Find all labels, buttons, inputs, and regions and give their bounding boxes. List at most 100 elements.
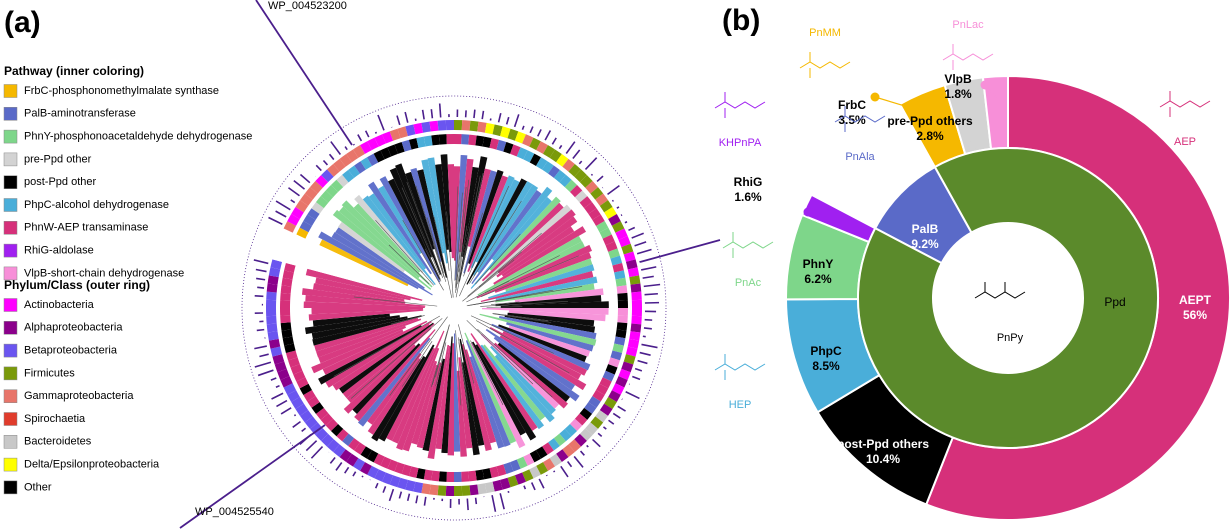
bar (292, 420, 301, 428)
bar (637, 359, 648, 365)
phylum-ring (397, 126, 408, 139)
clade-wedge (338, 221, 406, 273)
value-label: 10.4% (866, 452, 900, 466)
segment-label: VlpB (944, 72, 972, 86)
phylum-ring (536, 141, 548, 154)
bar (330, 141, 342, 155)
phylum-ring (272, 354, 285, 365)
phylum-ring (266, 323, 278, 333)
bar (628, 226, 636, 232)
bar (560, 465, 569, 478)
legend-title: Phylum/Class (outer ring) (4, 278, 150, 292)
compound-label: KHPnPA (719, 137, 762, 149)
clade-wedge (477, 184, 539, 273)
pathway-ring (461, 134, 470, 145)
bar (268, 216, 283, 225)
pathway-ring (548, 438, 560, 451)
pathway-ring (523, 453, 535, 466)
bar (634, 367, 643, 372)
phylum-ring (309, 180, 323, 194)
clade-wedge (338, 206, 420, 279)
clade-wedge (308, 309, 424, 321)
clade-wedge (303, 301, 425, 308)
branch (467, 232, 542, 297)
pathway-ring (285, 350, 298, 361)
phylum-ring (469, 484, 479, 496)
bar (551, 137, 557, 145)
legend-label: FrbC-phosphonomethylmalate synthase (24, 85, 219, 97)
pathway-ring (596, 383, 609, 395)
pathway-ring (354, 442, 366, 455)
clade-wedge (371, 356, 426, 442)
legend-swatch (3, 343, 18, 358)
bar (553, 470, 556, 473)
bar (530, 482, 536, 491)
bar (634, 241, 647, 247)
bar (607, 184, 620, 196)
phylum-ring (590, 187, 604, 200)
phylum-ring (556, 153, 569, 167)
pathway-ring (605, 364, 618, 375)
phylum-ring (549, 453, 562, 467)
phylum-ring (623, 251, 636, 262)
phylum-ring (266, 283, 278, 293)
branch (458, 337, 470, 409)
phylum-ring (352, 458, 365, 471)
clade-wedge (339, 322, 434, 394)
phylum-ring (469, 120, 479, 132)
phylum-ring (484, 481, 495, 494)
bar (513, 114, 520, 128)
leader (255, 0, 353, 146)
pathway-ring (503, 142, 514, 154)
legend-label: PhnW-AEP transaminase (24, 222, 148, 234)
pathway-ring (330, 179, 344, 193)
pathway-ring (303, 214, 316, 226)
clade-wedge (395, 163, 442, 275)
phylum-ring (309, 422, 323, 436)
clade-wedge (472, 181, 533, 276)
clade-wedge (405, 171, 436, 250)
clade-wedge (378, 185, 423, 255)
bar (270, 377, 277, 381)
clade-wedge (305, 268, 423, 301)
clade-wedge (480, 271, 594, 302)
clade-wedge (493, 336, 580, 402)
phylum-ring (629, 275, 641, 285)
pathway-ring (280, 315, 291, 324)
pathway-ring (380, 456, 392, 469)
pathway-ring (408, 138, 419, 150)
phylum-ring (590, 416, 604, 429)
phylum-ring (556, 449, 569, 463)
bar (643, 283, 661, 288)
clade-wedge (311, 329, 404, 374)
clade-wedge (313, 283, 405, 302)
bar (473, 109, 476, 119)
clade-wedge (458, 357, 473, 449)
phylum-ring (630, 283, 642, 293)
clade-wedge (325, 321, 432, 388)
legend-label: Gammaproteobacteria (24, 390, 134, 402)
clade-wedge (491, 323, 591, 371)
compound-label: PnAc (735, 277, 762, 289)
clade-wedge (489, 196, 561, 271)
phylum-ring (477, 121, 487, 133)
branch (470, 315, 554, 354)
phylum-ring (631, 291, 642, 301)
branch (454, 186, 459, 281)
bar (310, 445, 324, 459)
pathway-ring (373, 453, 385, 466)
pathway-ring (596, 221, 609, 233)
bar (624, 221, 628, 224)
phylum-ring (445, 485, 454, 496)
pathway-ring (559, 428, 572, 442)
phylum-ring (568, 439, 582, 453)
center-label: PnPy (997, 332, 1024, 344)
branch (477, 329, 553, 398)
clade-wedge (494, 252, 592, 293)
phylum-ring (421, 483, 431, 495)
phylum-ring (405, 479, 416, 492)
bar (255, 268, 267, 273)
legend-label: Actinobacteria (24, 299, 95, 311)
phylum-ring (339, 449, 352, 463)
bar (608, 419, 615, 425)
